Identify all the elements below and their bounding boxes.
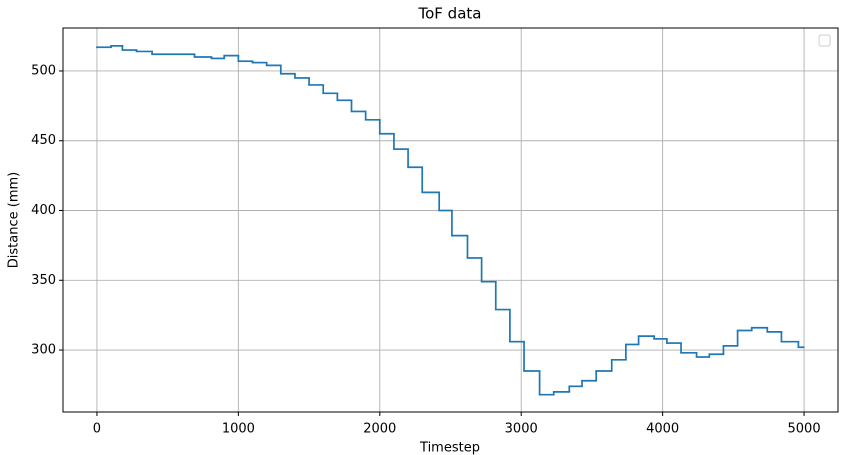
legend [818,34,831,47]
x-tick-label: 5000 [788,422,821,437]
x-axis-label: Timestep [419,441,480,455]
y-tick-label: 500 [31,63,56,78]
y-axis-label: Distance (mm) [7,172,22,268]
y-tick-label: 300 [31,343,56,358]
plot-frame [62,27,839,413]
y-tick-label: 450 [31,133,56,148]
x-tick-label: 2000 [363,422,396,437]
y-tick-label: 350 [31,273,56,288]
x-tick-label: 1000 [222,422,255,437]
x-tick-label: 4000 [646,422,679,437]
x-tick-label: 0 [93,422,101,437]
y-tick-label: 400 [31,203,56,218]
chart-title: ToF data [418,5,482,23]
x-tick-label: 3000 [505,422,538,437]
